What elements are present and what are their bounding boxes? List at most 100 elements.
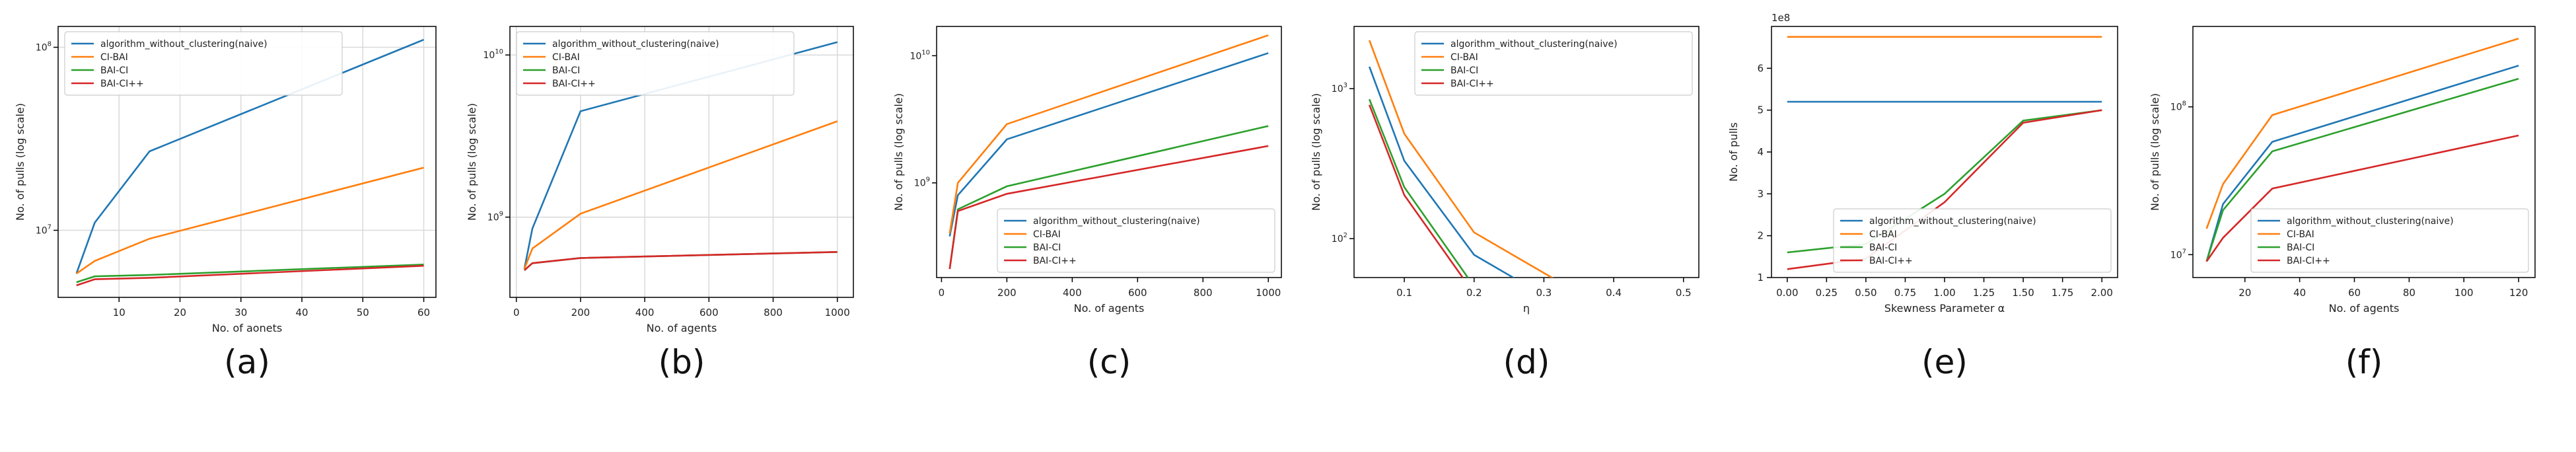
caption: (c) (1087, 343, 1131, 381)
axes-frame (509, 26, 854, 298)
x-tick-label: 0.50 (1855, 287, 1877, 299)
series-line-CI-BAI (948, 34, 1269, 234)
y-tick-label: 6 (1757, 62, 1764, 74)
legend-label: BAI-CI (2287, 243, 2314, 253)
x-tick-label: 600 (699, 307, 719, 319)
x-tick-label: 200 (571, 307, 590, 319)
x-tick-label: 120 (2509, 287, 2528, 299)
y-tick-label: 3 (1757, 188, 1764, 200)
y-axis-label: No. of pulls (log scale) (466, 103, 478, 221)
legend-label: CI-BAI (100, 52, 128, 63)
axes-frame (1353, 26, 1699, 278)
caption: (b) (659, 343, 705, 381)
legend-label: BAI-CI++ (100, 79, 144, 89)
legend-label: algorithm_without_clustering(naive) (1450, 39, 1618, 50)
chart-c: 0 200 400 600 800 1000 109 1010 No. of agents No.… (892, 26, 1282, 381)
y-tick-label: 107 (2170, 248, 2186, 260)
legend-label: algorithm_without_clustering(naive) (1033, 216, 1200, 227)
y-axis-label: No. of pulls (log scale) (14, 103, 26, 221)
legend-label: BAI-CI (1450, 65, 1478, 76)
x-axis-label: No. of agents (647, 322, 717, 334)
y-tick-label: 1010 (910, 49, 930, 61)
x-axis-label: No. of agents (1074, 302, 1145, 315)
caption: (f) (2345, 343, 2383, 381)
chart-f: 20 40 60 80 100 120 107 108 No. of agents No. of … (2149, 26, 2536, 381)
y-tick-label: 1 (1757, 272, 1764, 283)
series-line-algorithm_without_clustering(naive) (948, 52, 1269, 237)
series-line-BAI-CI++ (524, 251, 838, 271)
series-line-CI-BAI (523, 120, 838, 270)
legend-label: BAI-CI (100, 65, 128, 76)
x-tick-label: 0.25 (1816, 287, 1838, 299)
series-line-BAI-CI++ (948, 145, 1269, 270)
series-line-BAI-CI (76, 264, 424, 283)
legend-label: CI-BAI (2287, 229, 2314, 240)
series-line-algorithm_without_clustering(naive) (2205, 65, 2519, 262)
x-tick-label: 600 (1128, 287, 1147, 299)
x-tick-label: 20 (2238, 287, 2251, 299)
x-tick-label: 1.75 (2052, 287, 2073, 299)
y-axis-label: No. of pulls (log scale) (2149, 93, 2161, 211)
legend-box (64, 31, 343, 96)
x-axis-label: η (1523, 302, 1530, 315)
legend: algorithm_without_clustering(naive) CI-BA… (1414, 31, 1693, 96)
legend-label: CI-BAI (1033, 229, 1061, 240)
series-line-CI-BAI (2205, 38, 2519, 229)
x-tick-label: 60 (2348, 287, 2361, 299)
x-tick-label: 10 (113, 307, 125, 319)
legend: algorithm_without_clustering(naive) CI-BA… (997, 208, 1275, 273)
legend-label: BAI-CI (552, 65, 580, 76)
x-tick-label: 0.3 (1536, 287, 1552, 299)
x-tick-label: 1.25 (1973, 287, 1995, 299)
legend-label: BAI-CI++ (1869, 256, 1913, 266)
x-tick-label: 0.00 (1776, 287, 1798, 299)
x-tick-label: 1000 (1256, 287, 1281, 299)
caption: (d) (1503, 343, 1550, 381)
x-tick-label: 200 (997, 287, 1017, 299)
legend-box (1833, 208, 2112, 273)
x-tick-label: 0.75 (1894, 287, 1916, 299)
x-tick-label: 0.4 (1606, 287, 1622, 299)
y-tick-label: 2 (1757, 230, 1764, 242)
legend-label: BAI-CI++ (2287, 256, 2330, 266)
series-line-BAI-CI++ (1368, 104, 1464, 278)
y-axis-label: No. of pulls (log scale) (1310, 93, 1322, 211)
x-tick-label: 0 (513, 307, 520, 319)
axes-frame (936, 26, 1282, 278)
legend-label: BAI-CI++ (1033, 256, 1077, 266)
series-line-BAI-CI (524, 251, 838, 271)
y-tick-label: 108 (2170, 100, 2186, 113)
legend: algorithm_without_clustering(naive) CI-BA… (64, 31, 343, 96)
legend-label: BAI-CI (1869, 243, 1897, 253)
legend-label: algorithm_without_clustering(naive) (552, 39, 719, 50)
legend: algorithm_without_clustering(naive) CI-BA… (1833, 208, 2112, 273)
legend-label: algorithm_without_clustering(naive) (1869, 216, 2036, 227)
y-tick-label: 4 (1757, 146, 1764, 158)
y-tick-label: 5 (1757, 104, 1764, 116)
y-tick-label: 109 (487, 211, 503, 223)
legend: algorithm_without_clustering(naive) CI-BA… (2250, 208, 2529, 273)
x-tick-label: 400 (1063, 287, 1082, 299)
legend-label: CI-BAI (1450, 52, 1478, 63)
y-axis-label: No. of pulls (log scale) (892, 93, 905, 211)
series-line-BAI-CI++ (2205, 134, 2519, 262)
x-tick-label: 0.5 (1676, 287, 1692, 299)
y-tick-label: 102 (1332, 232, 1347, 245)
x-tick-label: 80 (2403, 287, 2415, 299)
caption: (e) (1921, 343, 1968, 381)
legend-box (1414, 31, 1693, 96)
legend-label: algorithm_without_clustering(naive) (2287, 216, 2454, 227)
legend-box (516, 31, 795, 96)
y-tick-label: 109 (914, 176, 930, 189)
x-tick-label: 1.50 (2012, 287, 2034, 299)
x-tick-label: 800 (1194, 287, 1213, 299)
x-tick-label: 800 (764, 307, 783, 319)
x-tick-label: 30 (234, 307, 247, 319)
caption: (a) (224, 343, 270, 381)
y-tick-label: 1010 (483, 48, 503, 61)
x-tick-label: 0.1 (1396, 287, 1412, 299)
legend-label: BAI-CI++ (552, 79, 596, 89)
scale-note: 1e8 (1771, 12, 1790, 24)
series-line-BAI-CI (2205, 77, 2519, 262)
